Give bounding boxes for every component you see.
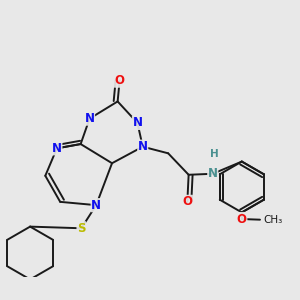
Text: N: N bbox=[138, 140, 148, 153]
Text: S: S bbox=[77, 222, 86, 235]
Text: O: O bbox=[115, 74, 124, 87]
Text: N: N bbox=[52, 142, 62, 155]
Text: N: N bbox=[91, 199, 101, 212]
Text: N: N bbox=[133, 116, 142, 129]
Text: N: N bbox=[85, 112, 94, 125]
Text: H: H bbox=[210, 149, 219, 159]
Text: O: O bbox=[237, 212, 247, 226]
Text: O: O bbox=[182, 195, 192, 208]
Text: CH₃: CH₃ bbox=[263, 215, 283, 225]
Text: N: N bbox=[208, 167, 218, 180]
